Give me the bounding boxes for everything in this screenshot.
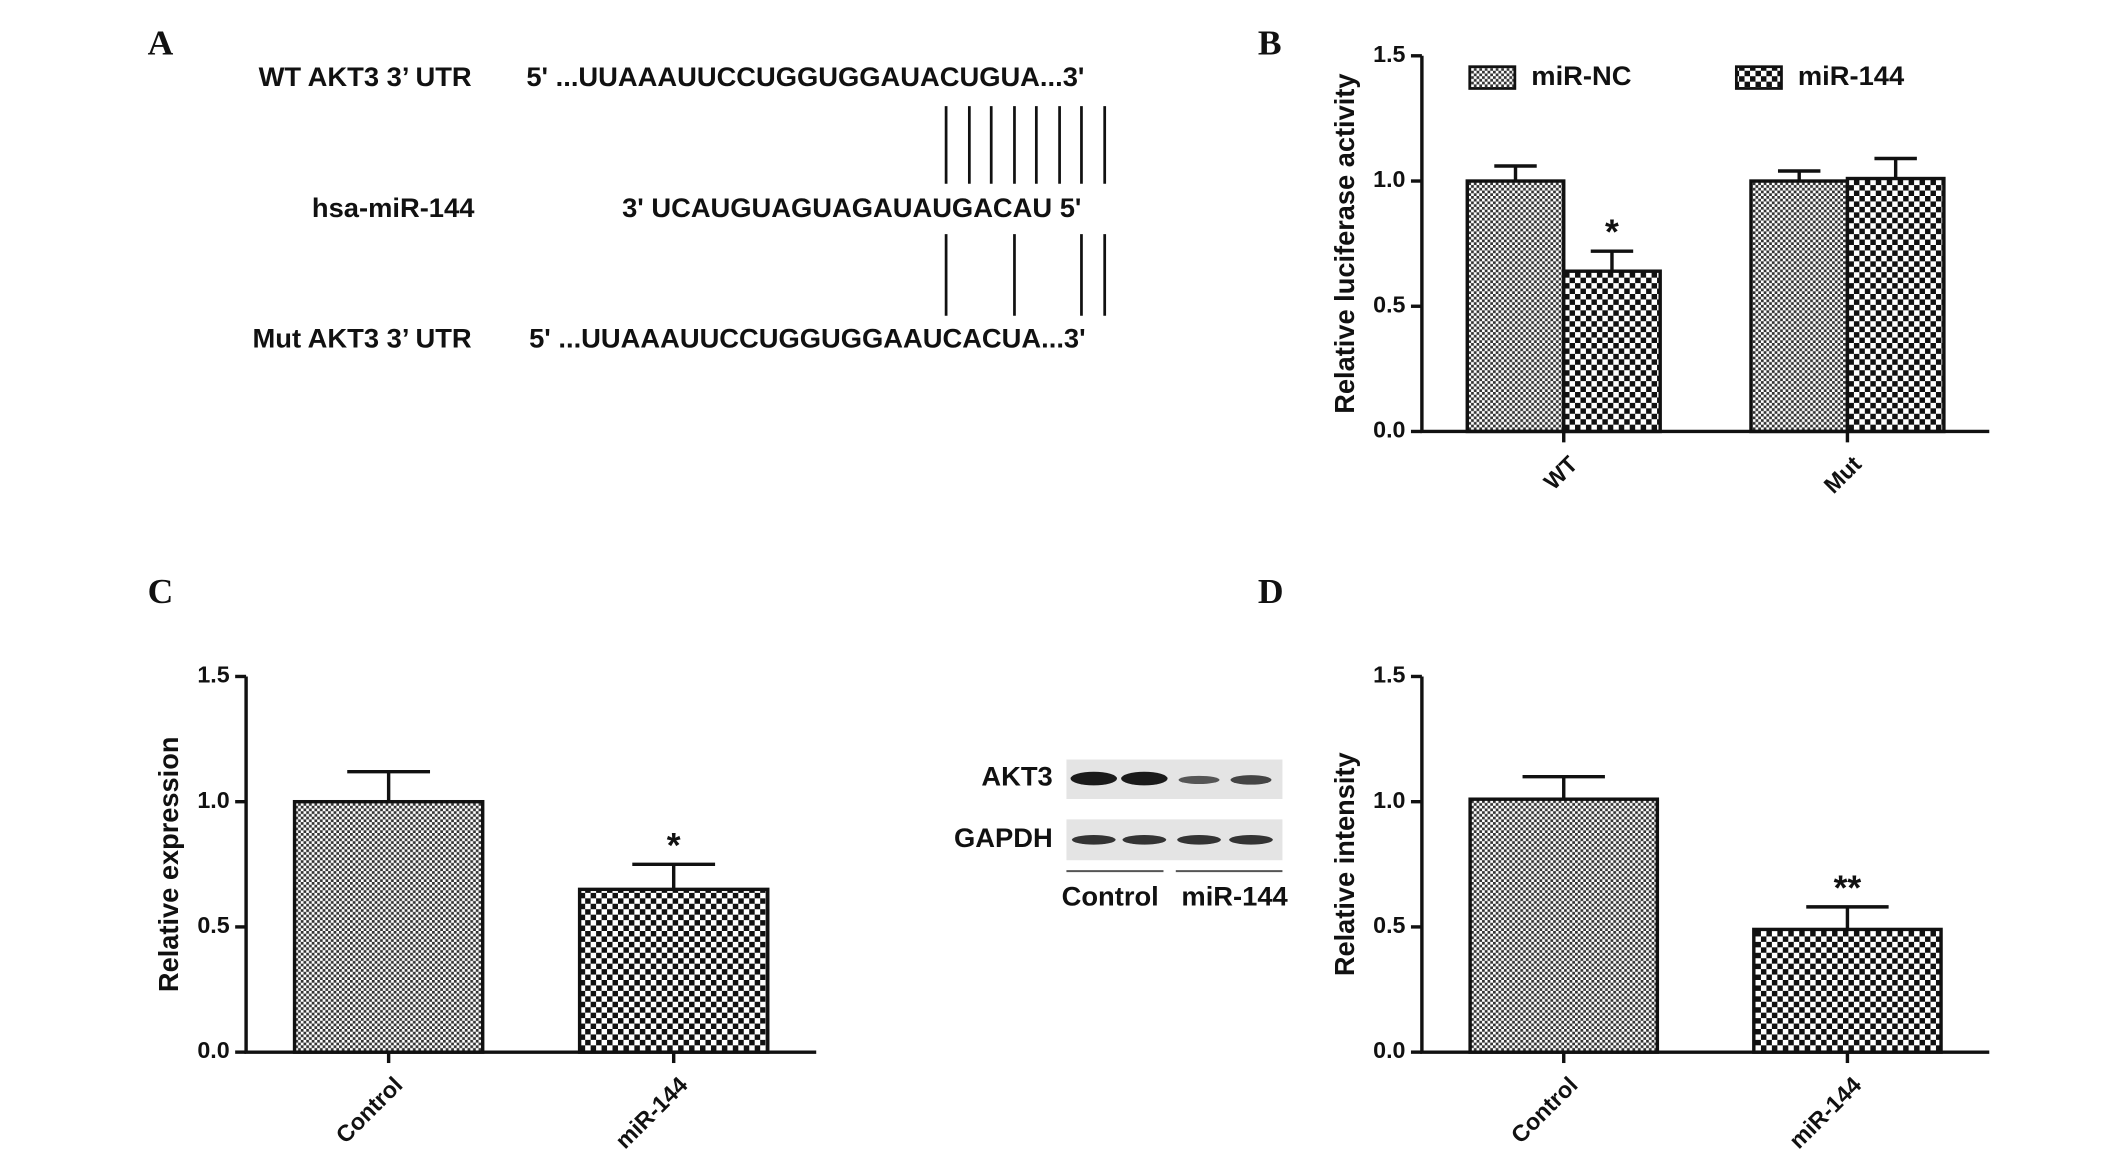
y-axis-label: Relative expression [153,737,184,993]
y-tick-label: 1.5 [197,662,229,688]
y-tick-label: 0.0 [197,1037,229,1063]
panel-label: D [1258,571,1284,611]
y-tick-label: 0.5 [1373,291,1405,317]
sequence: 5' ...UUAAAUUCCUGGUGGAAUCACUA...3' [529,323,1086,354]
y-tick-label: 1.0 [197,787,229,813]
y-axis-label: Relative luciferase activity [1329,73,1360,414]
blot [1066,759,1283,873]
x-tick-label: miR-144 [1784,1072,1866,1154]
x-tick-label: Control [1506,1072,1583,1149]
x-tick-label: WT [1539,451,1583,495]
row-label: Mut AKT3 3’ UTR [253,323,472,354]
significance: ** [1834,868,1862,908]
panel-label: C [148,571,174,611]
legend-swatch [1468,65,1517,90]
legend-swatch [1734,65,1783,90]
bar [1752,927,1943,1054]
y-axis-label: Relative intensity [1329,752,1360,977]
y-tick-label: 1.0 [1373,166,1405,192]
panel-label: A [148,22,174,62]
y-tick-label: 1.0 [1373,787,1405,813]
bar [1562,269,1662,434]
axis-line [244,676,817,1054]
panel-label: B [1258,22,1282,62]
legend-label: miR-NC [1531,60,1631,91]
bar [1468,797,1660,1054]
sequence: 5' ...UUAAAUUCCUGGUGGAUACUGUA...3' [526,61,1084,92]
group-label: miR-144 [1181,881,1288,912]
row-label: WT AKT3 3’ UTR [259,61,472,92]
x-tick-label: miR-144 [610,1072,692,1154]
y-tick-label: 0.0 [1373,1037,1405,1063]
y-tick-label: 0.5 [1373,912,1405,938]
y-tick-label: 0.5 [197,912,229,938]
legend-label: miR-144 [1798,60,1905,91]
significance: * [1605,212,1619,252]
bar [1749,179,1850,434]
bar [577,887,770,1054]
y-tick-label: 1.5 [1373,41,1405,67]
sequence: 3' UCAUGUAGUAGAUAUGACAU 5' [622,192,1081,223]
pairing-lines [944,106,1107,316]
band-label: GAPDH [954,822,1053,853]
x-tick-label: Control [331,1072,408,1149]
axis-line [1420,676,1990,1054]
row-label: hsa-miR-144 [312,192,475,223]
band-label: AKT3 [981,761,1052,792]
axis-line [1420,55,1990,434]
bar [292,799,485,1054]
group-label: Control [1062,881,1159,912]
bar [1465,179,1566,434]
x-tick-label: Mut [1819,451,1867,499]
significance: * [667,825,681,865]
y-tick-label: 1.5 [1373,662,1405,688]
y-tick-label: 0.0 [1373,417,1405,443]
bar [1845,176,1946,434]
